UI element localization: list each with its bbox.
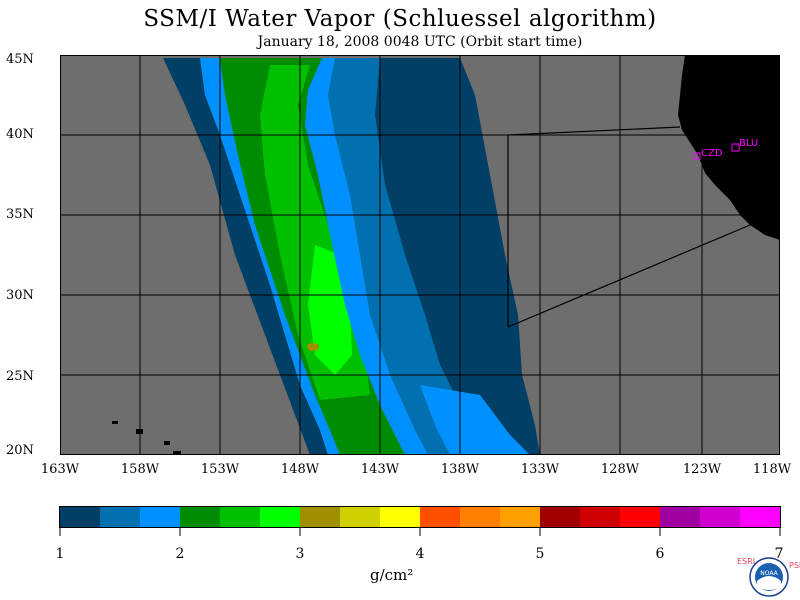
colorbar-swatch xyxy=(140,507,181,527)
swath-olive-spot xyxy=(307,343,319,351)
island-1 xyxy=(112,421,118,424)
north-america-land xyxy=(678,55,780,240)
noaa-esrl-psd-logo: ESRL NOAA PSD xyxy=(737,555,800,599)
colorbar-ticks xyxy=(59,528,781,536)
colorbar-swatch xyxy=(620,507,661,527)
colorbar-tick-label-2: 2 xyxy=(175,546,185,562)
colorbar-swatch xyxy=(60,507,101,527)
colorbar-swatches xyxy=(60,507,781,527)
lon-label-158w: 158W xyxy=(120,462,160,477)
lat-label-40n: 40N xyxy=(6,127,34,142)
colorbar-tick-label-7: 7 xyxy=(774,546,784,562)
logo-psd-text: PSD xyxy=(789,561,800,570)
lon-label-133w: 133W xyxy=(520,462,560,477)
svg-text:NOAA: NOAA xyxy=(760,570,778,577)
lon-label-128w: 128W xyxy=(600,462,640,477)
lon-label-118w: 118W xyxy=(752,462,792,477)
colorbar-swatch xyxy=(420,507,461,527)
map-grid xyxy=(60,55,780,455)
colorbar-unit-label: g/cm² xyxy=(370,566,414,584)
colorbar-swatch xyxy=(100,507,141,527)
lon-label-143w: 143W xyxy=(360,462,400,477)
lon-label-123w: 123W xyxy=(682,462,722,477)
island-4 xyxy=(173,451,181,455)
station-czd-label: CZD xyxy=(701,148,723,159)
map-frame xyxy=(60,55,780,455)
station-blu-label: BLU xyxy=(739,138,758,149)
colorbar-swatch xyxy=(540,507,581,527)
coastal-boundary-line xyxy=(507,126,681,136)
lon-label-148w: 148W xyxy=(280,462,320,477)
lon-label-153w: 153W xyxy=(200,462,240,477)
station-czd-marker xyxy=(693,152,701,160)
colorbar-swatch xyxy=(500,507,541,527)
swath-mid-blue-strip xyxy=(305,58,428,455)
colorbar-swatch xyxy=(180,507,221,527)
map-title: SSM/I Water Vapor (Schluessel algorithm) xyxy=(143,6,657,32)
colorbar-swatch xyxy=(460,507,501,527)
island-3 xyxy=(164,441,170,445)
water-vapor-map: CZD BLU xyxy=(60,55,780,455)
lon-label-138w: 138W xyxy=(440,462,480,477)
lat-label-20n: 20N xyxy=(6,443,34,458)
lon-label-163w: 163W xyxy=(40,462,80,477)
colorbar-tick-label-6: 6 xyxy=(655,546,665,562)
swath-dark-blue-edge xyxy=(163,58,328,455)
noaa-emblem-icon: NOAA xyxy=(749,557,789,597)
colorbar-swatch xyxy=(700,507,741,527)
swath-blue-lower-strip xyxy=(420,385,530,455)
station-blu-marker xyxy=(731,143,740,152)
colorbar-tick-label-3: 3 xyxy=(295,546,305,562)
lat-label-30n: 30N xyxy=(6,288,34,303)
diagonal-boundary-line xyxy=(507,224,751,328)
colorbar-swatch xyxy=(380,507,421,527)
colorbar-swatch xyxy=(220,507,261,527)
colorbar-tick-label-4: 4 xyxy=(415,546,425,562)
colorbar-swatch xyxy=(580,507,621,527)
lat-label-45n: 45N xyxy=(6,52,34,67)
colorbar-tick-label-1: 1 xyxy=(55,546,65,562)
colorbar-swatch xyxy=(300,507,341,527)
colorbar-tick-label-5: 5 xyxy=(535,546,545,562)
lat-label-25n: 25N xyxy=(6,369,34,384)
logo-esrl-text: ESRL xyxy=(737,557,758,566)
lat-label-35n: 35N xyxy=(6,207,34,222)
colorbar-swatch xyxy=(340,507,381,527)
colorbar xyxy=(59,506,781,536)
colorbar-swatch xyxy=(660,507,701,527)
colorbar-frame xyxy=(59,506,781,528)
swath-dark-blue-band xyxy=(375,58,540,455)
swath-steel-blue-band xyxy=(328,58,490,455)
map-subtitle: January 18, 2008 0048 UTC (Orbit start t… xyxy=(257,34,583,50)
colorbar-swatch xyxy=(260,507,301,527)
swath-mid-blue-edge xyxy=(200,58,340,455)
colorbar-swatch xyxy=(740,507,781,527)
